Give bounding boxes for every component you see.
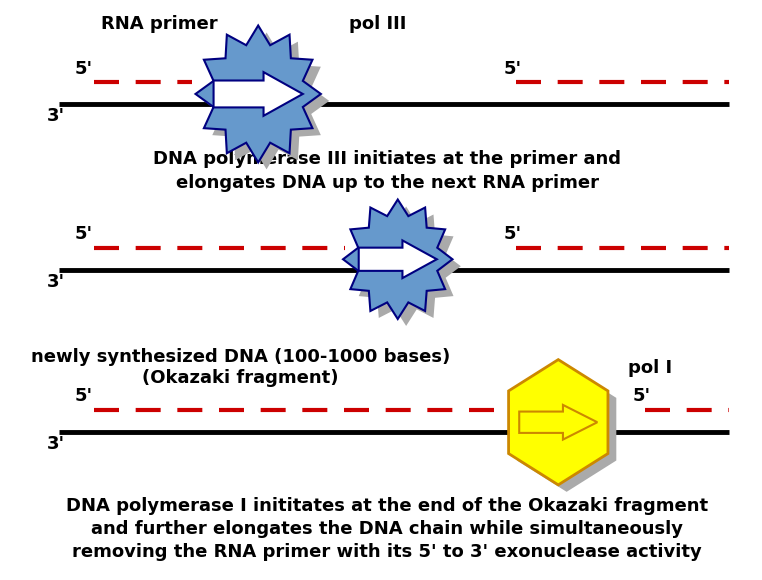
Polygon shape [351, 206, 461, 326]
Polygon shape [517, 367, 616, 492]
Polygon shape [519, 405, 597, 440]
Text: 3': 3' [46, 107, 65, 125]
Polygon shape [508, 360, 608, 485]
Text: pol I: pol I [628, 359, 672, 378]
Polygon shape [196, 26, 321, 162]
Polygon shape [343, 200, 453, 319]
Polygon shape [359, 240, 437, 278]
Text: 5': 5' [75, 387, 93, 405]
Polygon shape [204, 32, 329, 169]
Text: 5': 5' [504, 225, 522, 243]
Text: 5': 5' [504, 60, 522, 78]
Polygon shape [213, 72, 303, 116]
Text: 3': 3' [46, 273, 65, 291]
Text: 5': 5' [75, 60, 93, 78]
Text: DNA polymerase III initiates at the primer and: DNA polymerase III initiates at the prim… [153, 150, 621, 169]
Text: removing the RNA primer with its 5' to 3' exonuclease activity: removing the RNA primer with its 5' to 3… [72, 543, 702, 561]
Text: 5': 5' [75, 225, 93, 243]
Text: elongates DNA up to the next RNA primer: elongates DNA up to the next RNA primer [176, 173, 599, 192]
Text: pol III: pol III [349, 15, 406, 34]
Text: (Okazaki fragment): (Okazaki fragment) [142, 369, 339, 387]
Text: RNA primer: RNA primer [101, 15, 218, 34]
Text: 5': 5' [633, 387, 651, 405]
Text: newly synthesized DNA (100-1000 bases): newly synthesized DNA (100-1000 bases) [31, 347, 450, 366]
Text: DNA polymerase I inititates at the end of the Okazaki fragment: DNA polymerase I inititates at the end o… [66, 496, 709, 515]
Text: 3': 3' [46, 435, 65, 453]
Text: and further elongates the DNA chain while simultaneously: and further elongates the DNA chain whil… [91, 520, 684, 538]
